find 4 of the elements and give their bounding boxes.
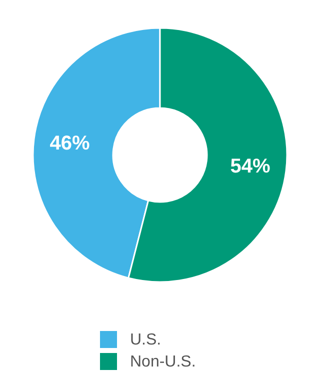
data-label: 54% <box>230 155 271 178</box>
data-label: 46% <box>50 132 90 155</box>
legend-label: U.S. <box>130 332 162 348</box>
legend-label: Non-U.S. <box>130 354 196 370</box>
